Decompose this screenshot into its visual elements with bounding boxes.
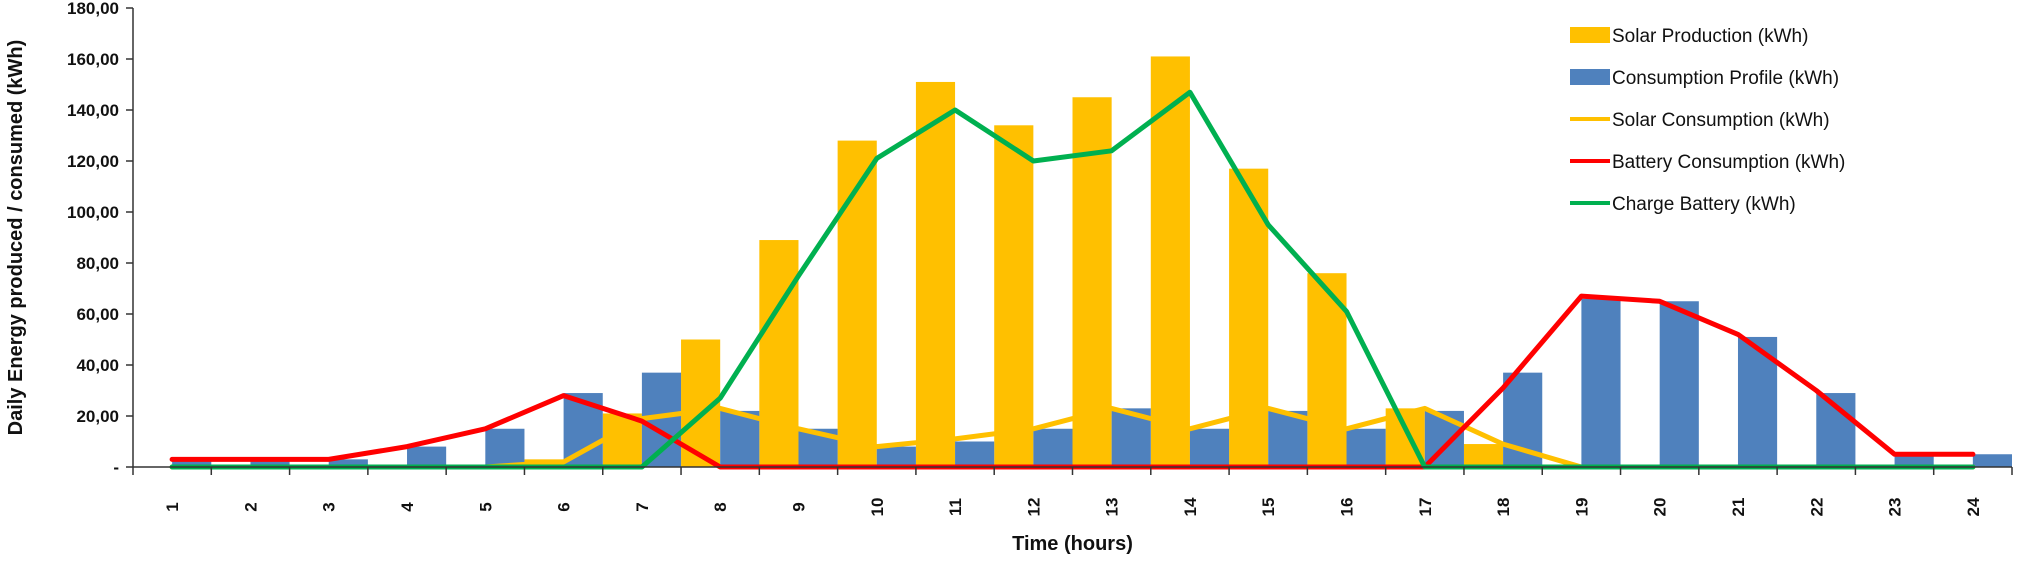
consumption-profile-bar (172, 459, 212, 467)
x-tick-label: 8 (711, 502, 730, 511)
solar-production-bar (1463, 444, 1504, 467)
x-tick-label: 22 (1807, 498, 1826, 517)
y-tick-label: 60,00 (76, 305, 119, 324)
x-tick-label: 10 (868, 498, 887, 517)
x-tick-label: 23 (1886, 498, 1905, 517)
x-tick-label: 3 (320, 502, 339, 511)
legend-label: Battery Consumption (kWh) (1612, 152, 1845, 173)
consumption-profile-bar (328, 459, 368, 467)
consumption-profile-bar (1894, 454, 1934, 467)
consumption-profile-bar (955, 441, 995, 467)
consumption-profile-bar (407, 446, 447, 467)
legend-label: Consumption Profile (kWh) (1612, 68, 1839, 89)
x-tick-label: 5 (476, 502, 495, 511)
solar-production-bar (837, 140, 877, 467)
y-tick-label: - (113, 458, 119, 477)
y-tick-label: 80,00 (76, 254, 119, 273)
consumption-profile-bar (1972, 454, 2012, 467)
consumption-profile-bar (1189, 428, 1230, 467)
x-axis-title: Time (hours) (1012, 533, 1133, 555)
legend-swatch (1570, 69, 1610, 85)
x-tick-label: 6 (555, 502, 574, 511)
x-tick-label: 14 (1181, 497, 1200, 516)
y-tick-label: 100,00 (67, 203, 119, 222)
consumption-profile-bar (485, 428, 525, 467)
x-tick-label: 11 (946, 498, 965, 516)
x-tick-label: 24 (1964, 497, 1983, 516)
legend-label: Charge Battery (kWh) (1612, 194, 1796, 215)
consumption-profile-bar (1268, 410, 1308, 467)
y-axis-title: Daily Energy produced / consumed (kWh) (5, 40, 27, 436)
solar-production-bar (1150, 56, 1190, 467)
consumption-profile-bar (1033, 428, 1073, 467)
x-tick-label: 19 (1572, 498, 1591, 517)
consumption-profile-bar (1581, 298, 1621, 467)
y-tick-label: 20,00 (76, 407, 119, 426)
solar-production-bar (759, 240, 799, 467)
solar-production-bar (994, 125, 1034, 468)
y-tick-label: 140,00 (67, 101, 119, 120)
consumption-profile-bar (720, 410, 760, 467)
x-tick-label: 9 (789, 502, 808, 511)
x-tick-label: 17 (1416, 498, 1435, 517)
x-tick-label: 13 (1103, 498, 1122, 517)
x-tick-label: 7 (633, 502, 652, 511)
y-tick-label: 180,00 (67, 0, 119, 18)
x-tick-label: 16 (1338, 498, 1357, 517)
x-tick-label: 2 (241, 502, 260, 511)
legend-swatch (1570, 27, 1610, 43)
solar-production-bar (1072, 97, 1112, 467)
x-tick-label: 18 (1494, 498, 1513, 517)
x-tick-label: 20 (1651, 498, 1670, 517)
y-tick-label: 40,00 (76, 356, 119, 375)
x-tick-label: 12 (1024, 498, 1043, 517)
x-tick-label: 1 (163, 502, 182, 511)
x-tick-label: 4 (398, 502, 417, 512)
consumption-profile-bar (1659, 301, 1699, 467)
consumption-profile-bar (876, 446, 916, 467)
legend-label: Solar Consumption (kWh) (1612, 110, 1830, 131)
x-tick-label: 21 (1729, 498, 1748, 517)
legend-label: Solar Production (kWh) (1612, 26, 1808, 47)
y-tick-label: 120,00 (67, 152, 119, 171)
solar-production-bar (915, 81, 956, 467)
consumption-profile-bar (1346, 428, 1386, 467)
y-tick-label: 160,00 (67, 50, 119, 69)
x-tick-label: 15 (1259, 498, 1278, 517)
consumption-profile-bar (250, 459, 290, 467)
